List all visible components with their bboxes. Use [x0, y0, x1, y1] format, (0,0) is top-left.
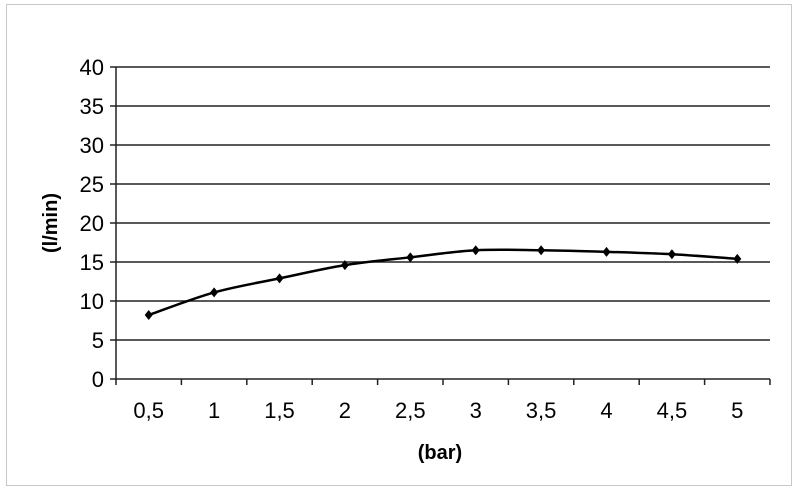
data-point-marker	[210, 287, 219, 298]
y-tick-label: 40	[80, 55, 104, 80]
gridlines	[116, 66, 770, 341]
data-point-marker	[537, 245, 546, 256]
data-point-marker	[144, 310, 153, 321]
series	[144, 245, 742, 321]
x-tick-label: 1,5	[264, 398, 295, 423]
data-point-marker	[602, 246, 611, 257]
y-tick-label: 5	[92, 328, 104, 353]
x-tick-label: 4	[600, 398, 612, 423]
data-point-marker	[406, 252, 415, 263]
y-tick-label: 35	[80, 94, 104, 119]
x-tick-label: 2	[339, 398, 351, 423]
data-point-marker	[275, 273, 284, 284]
y-tick-label: 15	[80, 250, 104, 275]
series-line	[148, 248, 738, 317]
y-tick-label: 10	[80, 289, 104, 314]
x-tick-label: 5	[731, 398, 743, 423]
x-tick-label: 3	[470, 398, 482, 423]
y-axis-label: (l/min)	[40, 193, 62, 253]
x-axis-label: (bar)	[418, 442, 462, 464]
x-tick-label: 0,5	[133, 398, 164, 423]
data-point-marker	[471, 245, 480, 256]
y-tick-label: 0	[92, 367, 104, 392]
x-tick-label: 2,5	[395, 398, 426, 423]
data-point-marker	[733, 253, 742, 264]
chart-frame	[6, 4, 792, 486]
y-tick-label: 20	[80, 211, 104, 236]
x-tick-label: 4,5	[657, 398, 688, 423]
y-tick-label: 30	[80, 133, 104, 158]
y-tick-label: 25	[80, 172, 104, 197]
x-tick-label: 1	[208, 398, 220, 423]
y-tick-labels: 0 5 10 15 20 25 30 35 40	[80, 55, 104, 392]
x-tick-labels: 0,5 1 1,5 2 2,5 3 3,5 4 4,5 5	[133, 398, 743, 423]
axes	[110, 66, 771, 385]
data-point-marker	[667, 249, 676, 260]
data-point-marker	[340, 260, 349, 271]
x-tick-label: 3,5	[526, 398, 557, 423]
